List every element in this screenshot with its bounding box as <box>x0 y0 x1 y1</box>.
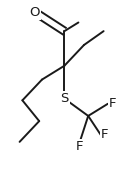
Text: O: O <box>30 6 40 19</box>
Text: S: S <box>60 92 69 105</box>
Text: F: F <box>101 128 109 142</box>
Text: F: F <box>76 140 84 153</box>
Text: F: F <box>109 97 116 110</box>
